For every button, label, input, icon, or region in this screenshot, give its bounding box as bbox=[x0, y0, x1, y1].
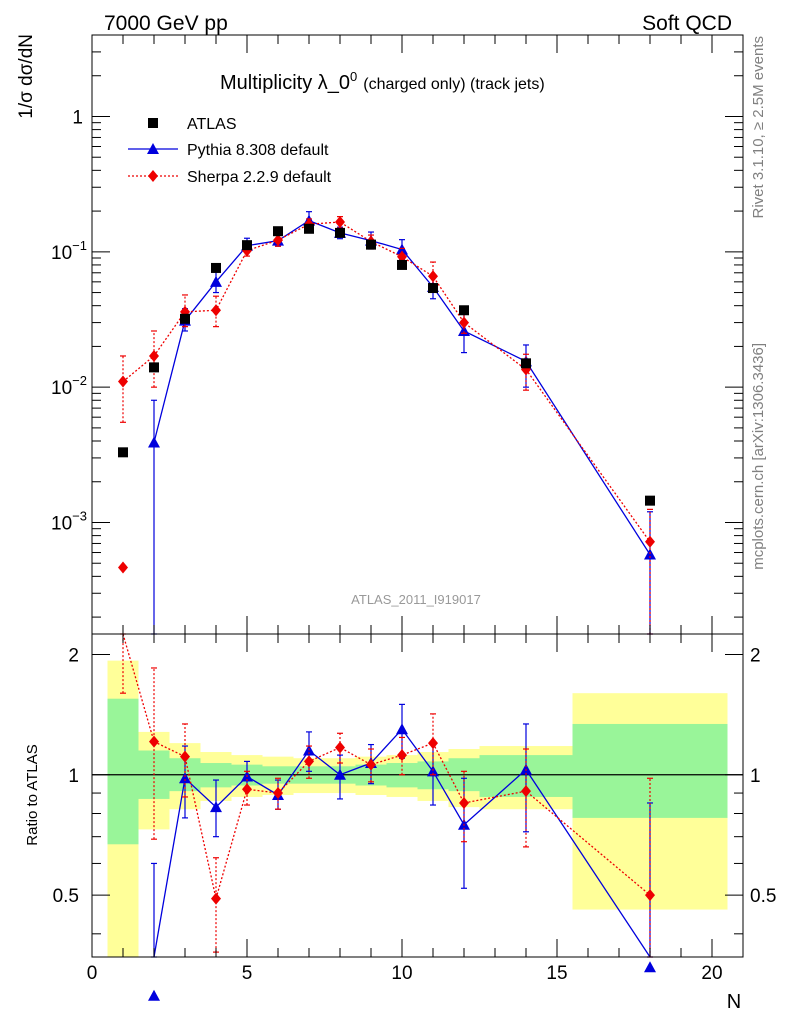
mcplots-label: mcplots.cern.ch [arXiv:1306.3436] bbox=[750, 343, 767, 570]
ratio-pythia-point bbox=[427, 765, 439, 777]
atlas-point bbox=[645, 495, 655, 506]
atlas-point bbox=[304, 223, 314, 234]
atlas-point bbox=[211, 262, 221, 273]
x-axis-label: N bbox=[727, 991, 741, 1013]
pythia-series bbox=[148, 211, 656, 635]
ratio-pythia-point bbox=[644, 961, 656, 973]
ratio-frame bbox=[91, 633, 744, 958]
atlas-point bbox=[118, 447, 128, 458]
atlas-point bbox=[459, 305, 469, 316]
sherpa-series bbox=[118, 216, 655, 635]
ratio-y-tick-label-right: 0.5 bbox=[750, 886, 776, 907]
x-tick-label: 5 bbox=[242, 963, 253, 984]
legend: ATLAS Pythia 8.308 default Sherpa 2.2.9 … bbox=[128, 116, 332, 186]
ratio-sherpa-point bbox=[211, 892, 221, 905]
ratio-sherpa-point bbox=[118, 561, 128, 574]
atlas-point bbox=[149, 362, 159, 373]
ratio-y-tick-label-left: 2 bbox=[68, 645, 79, 666]
main-panel: 10−3 10−2 10−1 1 Multiplicity λ_00 (charged … bbox=[51, 34, 744, 635]
ratio-pythia-point bbox=[148, 989, 160, 1001]
sherpa-point bbox=[335, 216, 345, 229]
chart-title: Multiplicity λ_00 (charged only) (track j… bbox=[220, 69, 545, 94]
x-tick-label: 0 bbox=[87, 963, 98, 984]
ratio-sherpa-line bbox=[122, 633, 651, 899]
ratio-y-tick-label-right: 1 bbox=[750, 766, 761, 787]
header-right: Soft QCD bbox=[642, 12, 732, 35]
y-tick-label: 10−2 bbox=[51, 373, 87, 399]
pythia-point bbox=[148, 436, 160, 448]
ratio-sherpa-point bbox=[180, 750, 190, 763]
ratio-sherpa-point bbox=[335, 741, 345, 754]
ratio-pythia-point bbox=[179, 772, 191, 784]
ratio-sherpa-point bbox=[459, 796, 469, 809]
ratio-y-tick-label-left: 1 bbox=[68, 766, 79, 787]
y-tick-label: 1 bbox=[72, 107, 83, 128]
sherpa-point bbox=[645, 535, 655, 548]
ratio-sherpa-point bbox=[645, 889, 655, 902]
ratio-sherpa-point bbox=[366, 758, 376, 771]
uncertainty-band-inner bbox=[572, 723, 728, 818]
ratio-pythia-point bbox=[334, 768, 346, 780]
atlas-point bbox=[242, 240, 252, 251]
ratio-sherpa-point bbox=[149, 735, 159, 748]
sherpa-point bbox=[459, 316, 469, 329]
ratio-sherpa-point bbox=[304, 755, 314, 768]
legend-atlas-label: ATLAS bbox=[187, 116, 237, 133]
legend-pythia-label: Pythia 8.308 default bbox=[187, 142, 329, 159]
ratio-pythia-point bbox=[396, 723, 408, 735]
atlas-point bbox=[273, 226, 283, 237]
sherpa-point bbox=[397, 250, 407, 263]
pythia-line bbox=[153, 219, 651, 555]
x-tick-label: 20 bbox=[701, 963, 722, 984]
pythia-point bbox=[644, 548, 656, 560]
atlas-point bbox=[521, 358, 531, 369]
x-tick-label: 10 bbox=[391, 963, 412, 984]
atlas-point bbox=[397, 259, 407, 270]
ratio-y-tick-label-left: 0.5 bbox=[53, 886, 79, 907]
ratio-pythia-point bbox=[210, 801, 222, 813]
atlas-series bbox=[118, 223, 655, 506]
header-left: 7000 GeV pp bbox=[104, 12, 228, 35]
ratio-panel: 0.5 0.51 12 20 5 10 15 20 Ratio to ATLAS N bbox=[24, 561, 776, 1013]
ratio-sherpa-point bbox=[273, 787, 283, 800]
pythia-point bbox=[396, 243, 408, 255]
sherpa-line bbox=[122, 221, 651, 543]
y-tick-label: 10−1 bbox=[51, 238, 87, 264]
title-sup: 0 bbox=[350, 69, 357, 84]
atlas-point bbox=[335, 227, 345, 238]
y-tick-label: 10−3 bbox=[51, 508, 87, 534]
legend-atlas-marker bbox=[148, 118, 158, 128]
atlas-point bbox=[180, 313, 190, 324]
sherpa-point bbox=[211, 304, 221, 317]
ratio-sherpa-point bbox=[242, 783, 252, 796]
atlas-point bbox=[366, 239, 376, 250]
rivet-label: Rivet 3.1.10, ≥ 2.5M events bbox=[750, 36, 767, 219]
x-tick-label: 15 bbox=[546, 963, 567, 984]
sherpa-point bbox=[273, 234, 283, 247]
ratio-sherpa-series bbox=[118, 561, 655, 958]
ratio-sherpa-point bbox=[428, 737, 438, 750]
legend-pythia-marker bbox=[147, 143, 159, 154]
pythia-point bbox=[210, 275, 222, 287]
sherpa-point bbox=[149, 349, 159, 362]
ratio-y-tick-label-right: 2 bbox=[750, 645, 761, 666]
watermark: ATLAS_2011_I919017 bbox=[351, 592, 481, 607]
main-ylabel: 1/σ dσ/dN bbox=[16, 34, 37, 119]
sherpa-point bbox=[118, 375, 128, 388]
ratio-ylabel: Ratio to ATLAS bbox=[24, 744, 41, 845]
title-suffix: (charged only) (track jets) bbox=[363, 76, 544, 93]
ratio-sherpa-point bbox=[397, 749, 407, 762]
ratio-sherpa-point bbox=[521, 785, 531, 798]
sherpa-point bbox=[428, 270, 438, 283]
title-main: Multiplicity λ_0 bbox=[220, 72, 350, 94]
legend-sherpa-marker bbox=[148, 170, 158, 182]
uncertainty-band-inner bbox=[107, 698, 139, 845]
legend-sherpa-label: Sherpa 2.2.9 default bbox=[187, 169, 332, 186]
atlas-point bbox=[428, 283, 438, 294]
